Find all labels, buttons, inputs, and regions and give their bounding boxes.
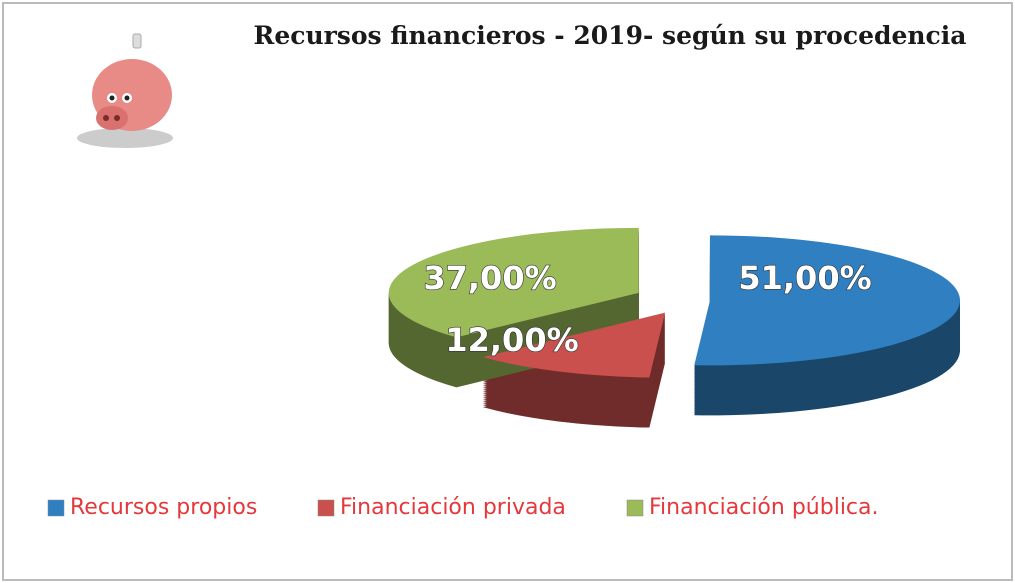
legend-label: Financiación privada xyxy=(340,495,566,520)
legend-swatch xyxy=(627,500,643,516)
legend-swatch xyxy=(318,500,334,516)
legend-label: Recursos propios xyxy=(70,495,257,520)
chart: Recursos financieros - 2019- según su pr… xyxy=(0,0,1015,583)
value-label: 37,00% xyxy=(423,259,556,297)
chart-title: Recursos financieros - 2019- según su pr… xyxy=(254,21,967,50)
legend-swatch xyxy=(48,500,64,516)
value-label: 51,00% xyxy=(738,259,871,297)
value-label: 12,00% xyxy=(445,321,578,359)
legend-label: Financiación pública. xyxy=(649,495,879,520)
